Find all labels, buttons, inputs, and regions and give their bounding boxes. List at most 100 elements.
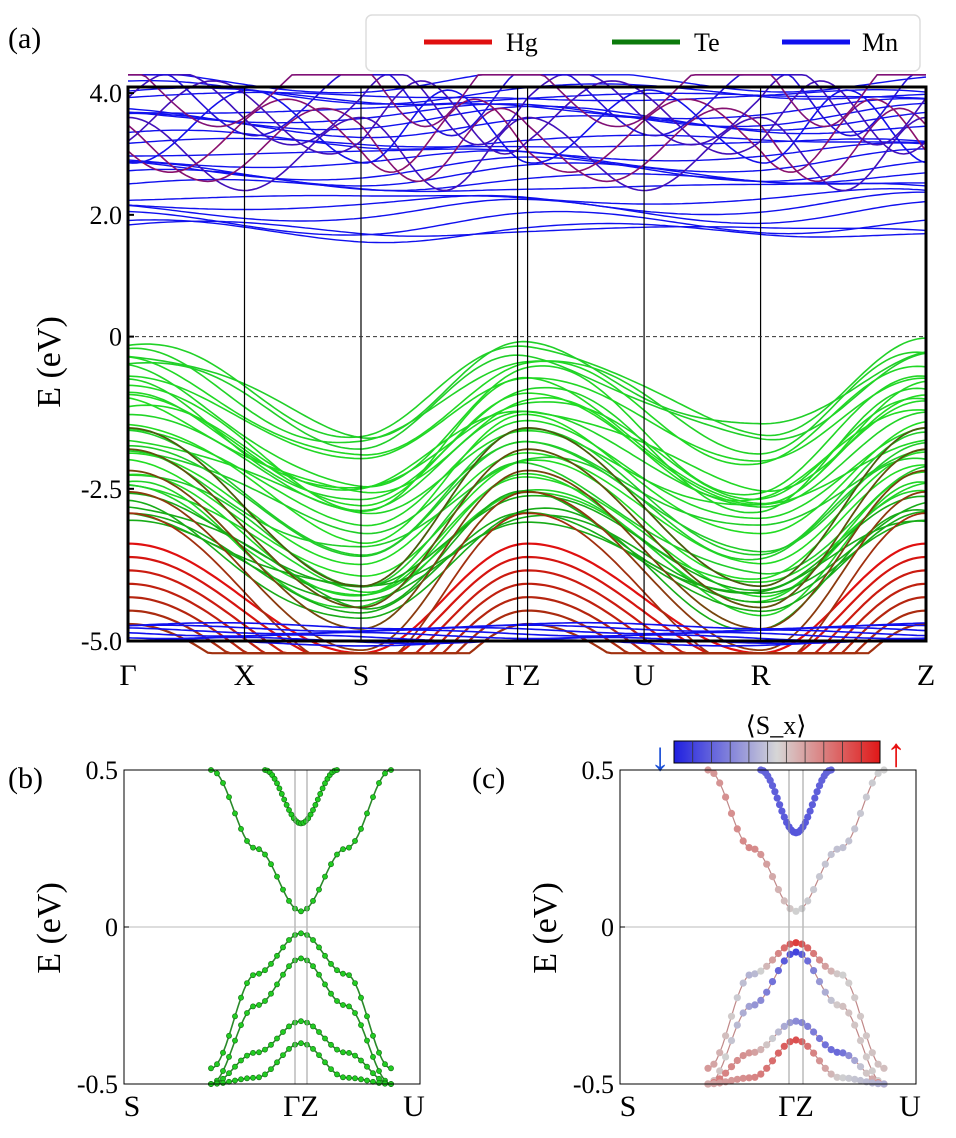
band-point xyxy=(815,956,824,964)
band-point xyxy=(232,1013,238,1020)
band-point xyxy=(328,1066,334,1072)
band-point xyxy=(839,1074,847,1082)
band-point xyxy=(310,898,316,904)
band-point xyxy=(256,1074,262,1081)
band-point xyxy=(773,794,781,802)
xtick-label: U xyxy=(633,659,655,692)
band-point xyxy=(298,1040,304,1047)
band-point xyxy=(821,860,829,868)
legend-hg-label: Hg xyxy=(506,28,538,57)
band-point xyxy=(815,1057,824,1065)
band-point xyxy=(798,950,806,959)
xtick-label: Γ xyxy=(119,659,136,692)
band-point xyxy=(786,940,794,948)
band-point xyxy=(232,1063,238,1070)
band-point xyxy=(856,1012,865,1020)
band-point xyxy=(268,1041,274,1048)
band-point xyxy=(710,769,718,778)
colorbar-gradient xyxy=(673,740,881,764)
band-point xyxy=(810,1028,818,1036)
band-point xyxy=(238,1022,244,1028)
band-point xyxy=(862,1032,871,1040)
band-point xyxy=(298,955,304,962)
band-point xyxy=(845,1074,853,1082)
band-point xyxy=(244,1075,250,1082)
band-point xyxy=(352,1052,358,1059)
band-point xyxy=(804,957,812,965)
band-point xyxy=(346,844,352,851)
band-line xyxy=(707,942,885,1069)
band-point xyxy=(798,940,806,948)
band-point xyxy=(739,1052,747,1060)
band-point xyxy=(716,779,724,787)
band-point xyxy=(358,1022,364,1028)
band-point xyxy=(716,1067,724,1075)
band-point xyxy=(286,1046,292,1052)
band-point xyxy=(214,770,220,777)
band-point xyxy=(340,846,346,853)
band-point xyxy=(874,1060,882,1068)
band-point xyxy=(268,861,274,868)
band-point xyxy=(768,1034,777,1043)
band-point xyxy=(768,956,777,964)
band-point xyxy=(751,970,759,978)
band-point xyxy=(238,1057,244,1064)
band-point xyxy=(856,809,865,818)
band-point xyxy=(821,1041,829,1049)
band-point xyxy=(310,1023,316,1030)
band-point xyxy=(298,908,304,915)
band-point xyxy=(780,1042,788,1050)
band-point xyxy=(238,826,244,832)
band-point xyxy=(370,1070,376,1077)
ytick-label: 0 xyxy=(105,913,118,942)
band-point xyxy=(815,1034,824,1043)
band-point xyxy=(880,1064,888,1072)
band-point xyxy=(851,1056,859,1065)
band-point xyxy=(868,1049,876,1057)
ytick-label: -5.0 xyxy=(81,627,122,656)
band-point xyxy=(286,1023,292,1030)
xtick-label: ΓZ xyxy=(778,1090,814,1123)
band-point xyxy=(722,1032,730,1040)
band-point xyxy=(827,1046,835,1054)
band-point xyxy=(376,1080,382,1086)
band-point xyxy=(833,1048,841,1056)
band-point xyxy=(250,1074,256,1081)
band-point xyxy=(827,996,835,1005)
band-point xyxy=(316,1029,322,1035)
band-point xyxy=(778,807,786,815)
xtick-label: ΓZ xyxy=(283,1090,319,1123)
band-point xyxy=(298,930,304,937)
band-point xyxy=(833,1073,841,1081)
band-point xyxy=(804,897,812,905)
band-point xyxy=(244,1010,250,1016)
band-point xyxy=(768,873,777,881)
band-point xyxy=(316,944,322,951)
band-point xyxy=(815,978,824,986)
band-point xyxy=(821,1064,829,1072)
band-point xyxy=(376,1068,382,1074)
panel-b: (b) E (eV) 0.5 0 -0.5 S ΓZ U xyxy=(8,756,425,1123)
band-point xyxy=(868,1079,876,1087)
band-point xyxy=(268,961,274,967)
band-point xyxy=(232,1037,238,1044)
band-line xyxy=(707,1020,885,1085)
band-point xyxy=(310,963,316,970)
band-point xyxy=(280,971,286,978)
band-point xyxy=(792,1017,800,1025)
band-point xyxy=(352,1075,358,1082)
band-point xyxy=(262,1071,268,1078)
band-point xyxy=(862,1069,871,1077)
band-point xyxy=(376,1049,382,1056)
band-point xyxy=(276,785,283,792)
band-point xyxy=(312,802,319,808)
xtick-label: U xyxy=(899,1090,921,1123)
band-point xyxy=(286,937,292,943)
band-point xyxy=(774,949,783,958)
band-point xyxy=(283,802,290,808)
panel-b-ylabel: E (eV) xyxy=(31,882,68,974)
band-point xyxy=(786,950,794,959)
band-point xyxy=(262,967,268,974)
band-point xyxy=(780,1022,788,1030)
